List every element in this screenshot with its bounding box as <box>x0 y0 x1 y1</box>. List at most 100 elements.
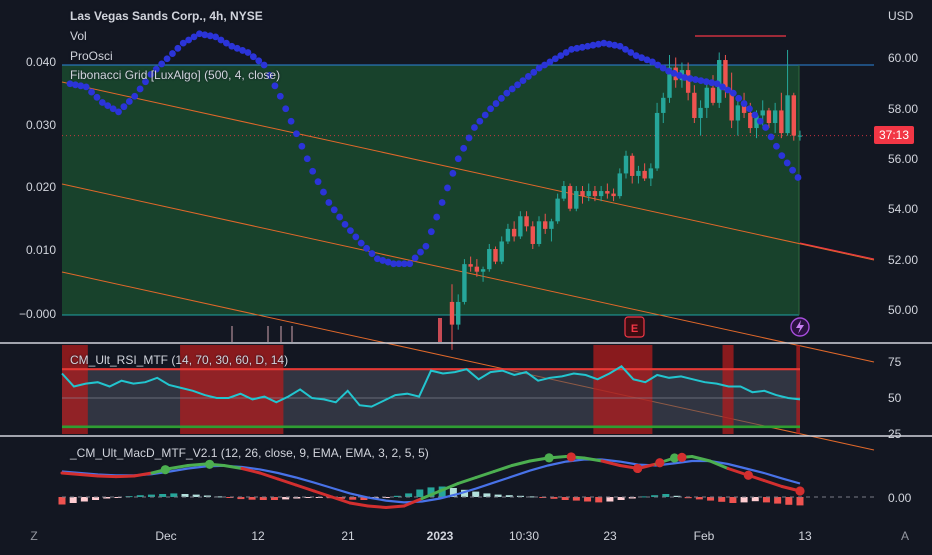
candle-body[interactable] <box>779 110 784 134</box>
proosci-point[interactable] <box>174 44 182 52</box>
macd-line-segment[interactable] <box>330 495 352 505</box>
proosci-point[interactable] <box>530 68 538 76</box>
macd-histogram-bar[interactable] <box>628 497 636 499</box>
proosci-point[interactable] <box>454 155 462 163</box>
macd-line-segment[interactable] <box>402 497 424 508</box>
proosci-point[interactable] <box>330 206 338 214</box>
macd-histogram-bar[interactable] <box>584 497 592 502</box>
candle-body[interactable] <box>704 87 709 108</box>
macd-histogram-bar[interactable] <box>572 497 580 501</box>
proosci-point[interactable] <box>568 45 575 53</box>
candle-body[interactable] <box>723 60 728 91</box>
macd-histogram-bar[interactable] <box>58 497 66 505</box>
proosci-point[interactable] <box>492 100 500 107</box>
proosci-point[interactable] <box>638 54 646 62</box>
legend-vol[interactable]: Vol <box>70 29 87 43</box>
macd-histogram-bar[interactable] <box>282 497 290 500</box>
proosci-point[interactable] <box>379 257 387 264</box>
proosci-point[interactable] <box>131 92 139 100</box>
candle-body[interactable] <box>760 110 765 116</box>
proosci-point[interactable] <box>562 49 570 56</box>
macd-line-segment[interactable] <box>456 476 478 485</box>
proosci-point[interactable] <box>702 78 710 86</box>
proosci-point[interactable] <box>287 117 295 125</box>
candle-body[interactable] <box>636 170 641 176</box>
proosci-point[interactable] <box>541 61 548 69</box>
earnings-marker[interactable] <box>624 316 645 338</box>
macd-histogram-bar[interactable] <box>561 497 569 500</box>
proosci-point[interactable] <box>190 33 198 41</box>
proosci-point[interactable] <box>465 134 473 142</box>
proosci-point[interactable] <box>309 167 317 175</box>
proosci-point[interactable] <box>524 73 532 80</box>
proosci-point[interactable] <box>400 260 408 268</box>
proosci-point[interactable] <box>109 105 117 113</box>
proosci-point[interactable] <box>125 98 133 105</box>
proosci-point[interactable] <box>244 49 252 56</box>
candle-body[interactable] <box>648 168 654 179</box>
macd-histogram-bar[interactable] <box>483 493 491 497</box>
candle-body[interactable] <box>487 249 492 270</box>
proosci-point[interactable] <box>98 99 106 106</box>
macd-histogram-bar[interactable] <box>237 497 245 500</box>
candle-body[interactable] <box>692 92 697 118</box>
candle-body[interactable] <box>661 97 666 113</box>
macd-histogram-bar[interactable] <box>80 497 88 502</box>
proosci-point[interactable] <box>476 117 484 125</box>
candle-body[interactable] <box>605 191 610 194</box>
candle-body[interactable] <box>555 198 560 222</box>
macd-line-segment[interactable] <box>168 464 190 470</box>
proosci-point[interactable] <box>347 227 354 235</box>
proosci-point[interactable] <box>352 233 360 241</box>
macd-histogram-bar[interactable] <box>427 487 435 497</box>
candle-body[interactable] <box>617 173 622 197</box>
proosci-point[interactable] <box>471 124 478 131</box>
macd-histogram-bar[interactable] <box>438 486 446 498</box>
macd-histogram-bar[interactable] <box>751 497 759 502</box>
proosci-point[interactable] <box>449 169 457 177</box>
proosci-point[interactable] <box>120 103 128 111</box>
proosci-point[interactable] <box>692 76 699 83</box>
auto-scale-right-button[interactable]: A <box>901 529 909 543</box>
macd-line-segment[interactable] <box>240 467 262 475</box>
candle-body[interactable] <box>468 264 473 267</box>
macd-histogram-bar[interactable] <box>203 495 211 498</box>
macd-histogram-bar[interactable] <box>740 497 748 503</box>
macd-line-segment[interactable] <box>114 474 136 479</box>
proosci-point[interactable] <box>255 57 263 65</box>
proosci-point[interactable] <box>368 250 376 257</box>
proosci-point[interactable] <box>622 45 629 53</box>
candle-body[interactable] <box>698 107 703 118</box>
macd-histogram-bar[interactable] <box>170 493 178 497</box>
candle-body[interactable] <box>561 186 567 199</box>
proosci-point[interactable] <box>411 254 419 262</box>
macd-pane[interactable] <box>58 452 875 509</box>
proosci-point[interactable] <box>206 32 214 40</box>
proosci-point[interactable] <box>794 174 802 181</box>
proosci-point[interactable] <box>406 260 414 268</box>
macd-histogram-bar[interactable] <box>595 497 603 503</box>
rsi-line[interactable] <box>61 365 801 408</box>
proosci-point[interactable] <box>535 64 543 72</box>
candle-body[interactable] <box>462 264 467 302</box>
candle-body[interactable] <box>580 191 585 197</box>
macd-line-segment[interactable] <box>510 459 532 467</box>
candle-body[interactable] <box>592 191 598 197</box>
proosci-point[interactable] <box>611 41 619 49</box>
candle-body[interactable] <box>499 241 504 262</box>
macd-histogram-bar[interactable] <box>639 496 647 498</box>
macd-histogram-bar[interactable] <box>360 497 368 500</box>
macd-histogram-bar[interactable] <box>785 497 793 505</box>
candle-body[interactable] <box>598 191 604 197</box>
proosci-point[interactable] <box>697 77 705 85</box>
proosci-point[interactable] <box>487 105 495 113</box>
proosci-point[interactable] <box>217 36 225 44</box>
macd-line-segment[interactable] <box>312 489 334 499</box>
macd-histogram-bar[interactable] <box>673 495 681 497</box>
proosci-point[interactable] <box>158 60 166 68</box>
proosci-point[interactable] <box>417 248 424 256</box>
proosci-point[interactable] <box>649 58 656 66</box>
macd-histogram-bar[interactable] <box>181 494 189 497</box>
macd-line-segment[interactable] <box>420 489 442 500</box>
proosci-point[interactable] <box>152 65 160 73</box>
